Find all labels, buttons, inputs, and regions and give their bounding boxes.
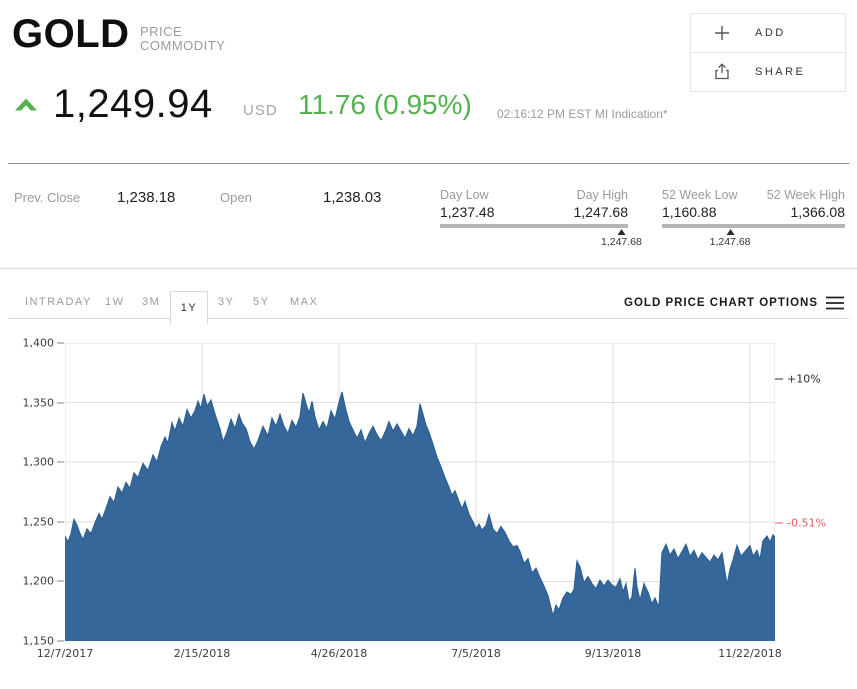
y-axis-tick: 1,150 bbox=[0, 635, 64, 648]
share-button-label: SHARE bbox=[755, 66, 806, 78]
open-value: 1,238.03 bbox=[323, 189, 382, 206]
y-axis-tick: 1,400 bbox=[0, 337, 64, 350]
x-axis-tick: 4/26/2018 bbox=[310, 647, 368, 660]
area-chart-plot[interactable] bbox=[65, 343, 775, 641]
day-low-value: 1,237.48 bbox=[440, 204, 495, 220]
right-axis-change-label: -0.51% bbox=[775, 516, 826, 529]
marker-triangle-icon bbox=[617, 229, 626, 235]
y-axis-tick: 1,300 bbox=[0, 456, 64, 469]
open-label: Open bbox=[220, 190, 252, 205]
add-button[interactable]: ADD bbox=[690, 13, 846, 53]
day-range-marker: 1,247.68 bbox=[601, 229, 642, 248]
right-axis-plus10-label: +10% bbox=[775, 372, 821, 385]
quote-timestamp: 02:16:12 PM EST MI Indication* bbox=[497, 107, 668, 121]
prev-close-value: 1,238.18 bbox=[117, 189, 176, 206]
tab-max[interactable]: MAX bbox=[290, 296, 319, 308]
week-high-label: 52 Week High bbox=[766, 188, 845, 202]
day-high-value: 1,247.68 bbox=[573, 204, 629, 220]
x-axis-tick: 2/15/2018 bbox=[173, 647, 231, 660]
prev-close-label: Prev. Close bbox=[14, 190, 81, 205]
price-chart: 1,400 1,350 1,300 1,250 1,200 1,150 12/7… bbox=[0, 330, 857, 675]
chart-options-label: GOLD PRICE CHART OPTIONS bbox=[624, 297, 818, 309]
instrument-type-line2: COMMODITY bbox=[140, 38, 226, 53]
tab-1y-active[interactable]: 1Y bbox=[170, 291, 208, 324]
price-change: 11.76 (0.95%) bbox=[298, 89, 472, 120]
stats-divider bbox=[0, 268, 857, 269]
tick-mark bbox=[57, 461, 64, 463]
x-axis-tick: 9/13/2018 bbox=[584, 647, 642, 660]
tab-5y[interactable]: 5Y bbox=[253, 296, 270, 308]
week-range-track: 1,247.68 bbox=[662, 224, 845, 248]
tab-intraday[interactable]: INTRADAY bbox=[25, 296, 92, 308]
tick-mark bbox=[57, 640, 64, 642]
share-button[interactable]: SHARE bbox=[690, 52, 846, 92]
chart-options-button[interactable]: GOLD PRICE CHART OPTIONS bbox=[624, 296, 844, 310]
day-range-block: Day Low Day High 1,237.48 1,247.68 1,247… bbox=[440, 188, 642, 248]
tick-mark bbox=[57, 521, 64, 523]
tick-mark bbox=[775, 522, 783, 524]
day-low-label: Day Low bbox=[440, 188, 489, 202]
plus-icon bbox=[713, 24, 731, 42]
add-button-label: ADD bbox=[755, 27, 786, 39]
week-low-label: 52 Week Low bbox=[662, 188, 738, 202]
share-icon bbox=[713, 63, 731, 81]
x-axis-tick: 7/5/2018 bbox=[451, 647, 501, 660]
week-range-marker: 1,247.68 bbox=[710, 229, 751, 248]
instrument-type: PRICE COMMODITY bbox=[140, 25, 225, 53]
week-low-value: 1,160.88 bbox=[662, 204, 717, 220]
tick-mark bbox=[57, 402, 64, 404]
hamburger-menu-icon bbox=[826, 296, 844, 310]
marker-triangle-icon bbox=[726, 229, 735, 235]
y-axis-tick: 1,200 bbox=[0, 575, 64, 588]
week-high-value: 1,366.08 bbox=[790, 204, 846, 220]
tab-3m[interactable]: 3M bbox=[142, 296, 161, 308]
tick-mark bbox=[57, 580, 64, 582]
instrument-type-line1: PRICE bbox=[140, 24, 183, 39]
current-price: 1,249.94 bbox=[53, 82, 213, 126]
currency-label: USD bbox=[243, 102, 278, 119]
header-divider bbox=[8, 163, 849, 164]
week-marker-value: 1,247.68 bbox=[709, 236, 751, 248]
week-range-block: 52 Week Low 52 Week High 1,160.88 1,366.… bbox=[662, 188, 845, 248]
page-title: GOLD bbox=[12, 12, 130, 56]
day-range-track: 1,247.68 bbox=[440, 224, 642, 248]
tick-mark bbox=[775, 378, 783, 380]
price-up-arrow-icon bbox=[13, 96, 39, 114]
day-high-label: Day High bbox=[576, 188, 628, 202]
tabbar-underline bbox=[8, 318, 849, 319]
tick-mark bbox=[57, 342, 64, 344]
day-marker-value: 1,247.68 bbox=[600, 236, 642, 248]
x-axis-tick: 11/22/2018 bbox=[718, 647, 782, 660]
y-axis-tick: 1,250 bbox=[0, 515, 64, 528]
tab-1w[interactable]: 1W bbox=[105, 296, 125, 308]
x-axis-tick: 12/7/2017 bbox=[36, 647, 94, 660]
y-axis-tick: 1,350 bbox=[0, 396, 64, 409]
tab-3y[interactable]: 3Y bbox=[218, 296, 235, 308]
